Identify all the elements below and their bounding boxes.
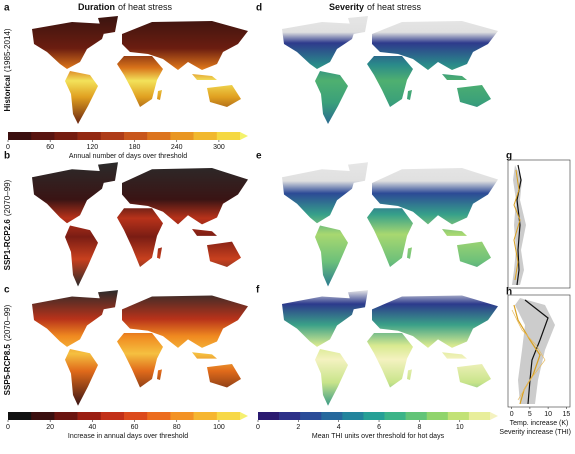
- colorbar-arrow: [240, 132, 248, 140]
- colorbar-step: [54, 412, 78, 420]
- colorbar-step: [193, 412, 218, 420]
- map-b: [32, 162, 248, 287]
- colorbar-tick-label: 0: [256, 424, 260, 431]
- colorbar-step: [124, 132, 148, 140]
- colorbar-step: [8, 132, 32, 140]
- panel-letter: d: [256, 3, 262, 14]
- row-rest: (2070–99): [3, 179, 12, 216]
- colorbar-step: [447, 412, 470, 420]
- colorbar-label: Annual number of days over threshold: [69, 153, 187, 160]
- title-rest: of heat stress: [118, 2, 173, 12]
- colorbar-step: [468, 412, 491, 420]
- colorbar-tick-label: 300: [213, 144, 225, 151]
- colorbar-tick-label: 60: [131, 424, 139, 431]
- row-bold: SSP1-RCP2.6: [3, 219, 12, 271]
- colorbar-step: [321, 412, 343, 420]
- colorbar-step: [193, 132, 218, 140]
- temp-line: [516, 164, 522, 286]
- colorbar: 0 60 120 180 240 300 Annual number of days ove…: [6, 132, 248, 160]
- title-rest: of heat stress: [367, 2, 422, 12]
- map-e: [282, 162, 498, 287]
- colorbar-step: [216, 132, 241, 140]
- colorbar-label: Mean THI units over threshold for hot da…: [312, 433, 445, 440]
- colorbar-tick-label: 4: [337, 424, 341, 431]
- colorbar-step: [279, 412, 301, 420]
- colorbar-step: [54, 132, 78, 140]
- colorbar: 0 2 4 6 8 10 Mean THI units over threshold for…: [256, 412, 498, 440]
- row-label: SSP1-RCP2.6 (2070–99): [3, 179, 12, 270]
- panel-letter: g: [506, 151, 512, 162]
- colorbar-tick-label: 100: [213, 424, 225, 431]
- severity-line: [511, 309, 546, 401]
- row-bold: Historical: [3, 75, 12, 111]
- row-bold: SSP5-RCP8.5: [3, 344, 12, 396]
- colorbar-tick-label: 10: [456, 424, 464, 431]
- colorbar-tick-label: 0: [6, 144, 10, 151]
- maps: [32, 16, 498, 406]
- row-label: SSP5-RCP8.5 (2070–99): [3, 304, 12, 395]
- colorbar: 0 20 40 60 80 100 Increase in annual days over…: [6, 412, 248, 440]
- title-bold: Severity: [329, 2, 364, 12]
- map-a: [32, 16, 248, 124]
- colorbar-tick-label: 180: [129, 144, 141, 151]
- severity-line: [513, 169, 521, 281]
- panel-title: Duration of heat stress: [78, 2, 173, 12]
- colorbar-step: [8, 412, 32, 420]
- row-rest: (2070–99): [3, 304, 12, 341]
- colorbar-step: [300, 412, 322, 420]
- x-tick-label: 5: [528, 411, 532, 418]
- panel-letter: e: [256, 151, 262, 162]
- colorbar-tick-label: 6: [377, 424, 381, 431]
- colorbar-step: [170, 412, 194, 420]
- colorbar-tick-label: 2: [296, 424, 300, 431]
- colorbar-step: [258, 412, 280, 420]
- colorbar-step: [100, 412, 125, 420]
- colorbar-step: [31, 132, 55, 140]
- colorbar-step: [170, 132, 194, 140]
- x-axis-label: Temp. increase (K): [510, 420, 569, 427]
- panel-letter: c: [4, 285, 10, 296]
- panel-letter: b: [4, 151, 10, 162]
- colorbar-arrow: [490, 412, 498, 420]
- colorbar-step: [147, 412, 171, 420]
- x-tick-label: 10: [544, 411, 552, 418]
- colorbar-step: [342, 412, 364, 420]
- panel-letter: h: [506, 287, 512, 298]
- colorbar-step: [147, 132, 171, 140]
- colorbar-tick-label: 120: [87, 144, 99, 151]
- colorbar-step: [77, 412, 102, 420]
- panel-title: Severity of heat stress: [329, 2, 422, 12]
- row-label: Historical (1985-2014): [3, 28, 12, 111]
- x-tick-label: 0: [510, 411, 514, 418]
- colorbar-tick-label: 8: [417, 424, 421, 431]
- panel-letter: f: [256, 285, 260, 296]
- colorbar-tick-label: 60: [46, 144, 54, 151]
- colorbar-tick-label: 20: [46, 424, 54, 431]
- row-rest: (1985-2014): [3, 28, 12, 72]
- colorbar-tick-label: 40: [88, 424, 96, 431]
- panel-letter: a: [4, 3, 10, 14]
- x-axis-label-2: Severity increase (THI): [499, 429, 571, 436]
- map-c: [32, 290, 248, 406]
- colorbar-step: [77, 132, 102, 140]
- colorbar-label: Increase in annual days over threshold: [68, 433, 188, 440]
- map-f: [282, 290, 498, 406]
- colorbar-step: [426, 412, 449, 420]
- colorbar-step: [100, 132, 125, 140]
- colorbar-arrow: [240, 412, 248, 420]
- colorbar-tick-label: 80: [173, 424, 181, 431]
- map-d: [282, 16, 498, 124]
- title-bold: Duration: [78, 2, 115, 12]
- colorbar-step: [384, 412, 406, 420]
- colorbar-step: [31, 412, 55, 420]
- colorbar-step: [216, 412, 241, 420]
- profiles: [507, 159, 571, 408]
- colorbar-tick-label: 240: [171, 144, 183, 151]
- colorbar-step: [363, 412, 385, 420]
- colorbar-step: [405, 412, 428, 420]
- colorbar-tick-label: 0: [6, 424, 10, 431]
- x-tick-label: 15: [562, 411, 570, 418]
- colorbar-step: [124, 412, 148, 420]
